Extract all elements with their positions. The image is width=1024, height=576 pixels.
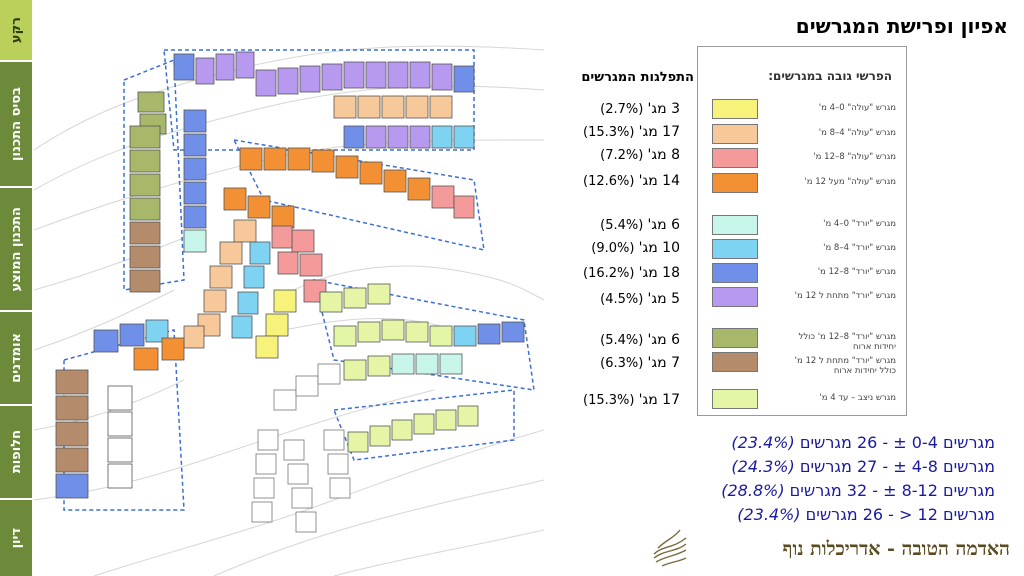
summary-pct: (23.4%) [737, 505, 801, 524]
legend-item: מגרש "יורד" 4–8 מ' [698, 239, 908, 261]
legend-label: מגרש "יורד" 8–12 מ' כולל יחידות ארוח [798, 332, 896, 352]
distribution-count: 8 מג' [647, 147, 681, 163]
tab-alternatives[interactable]: חלופות [0, 406, 32, 500]
legend-swatch [712, 173, 758, 193]
distribution-row: 17 מג' (15.3%) [548, 392, 680, 408]
tab-discussion[interactable]: דיון [0, 500, 32, 576]
summary-pct: (24.3%) [731, 457, 795, 476]
legend-swatch [712, 287, 758, 307]
distribution-row: 7 מג' (6.3%) [548, 355, 680, 371]
brand-logo-icon [653, 529, 687, 567]
legend-swatch [712, 215, 758, 235]
distribution-pct: (6.3%) [600, 356, 644, 371]
distribution-pct: (5.4%) [600, 218, 644, 233]
legend-swatch [712, 328, 758, 348]
distribution-row: 10 מג' (9.0%) [548, 240, 680, 256]
legend-item: מגרש "יורד" מתחת ל 12 מ' [698, 287, 908, 309]
distribution-count: 10 מג' [638, 240, 680, 256]
distribution-pct: (5.4%) [600, 333, 644, 348]
summary-text: מגרשים 8-12 ± - 32 מגרשים [789, 481, 995, 500]
legend-swatch [712, 124, 758, 144]
tab-planning-basis[interactable]: בסיס התכנון [0, 62, 32, 188]
legend-label: מגרש "עולה" 4–8 מ' [818, 128, 896, 138]
distribution-count: 3 מג' [647, 101, 681, 117]
legend-label: מגרש "יורד" 8–12 מ' [817, 267, 896, 277]
legend-item: מגרש "עולה" מעל 12 מ' [698, 173, 908, 195]
legend-label: מגרש "יורד" מתחת ל 12 מ' [794, 291, 896, 301]
summary-line: מגרשים 8-12 ± - 32 מגרשים (28.8%) [650, 481, 995, 500]
site-plan-map [34, 30, 544, 576]
legend-title: הפרשי גובה במגרשים: [768, 69, 892, 83]
legend-swatch [712, 148, 758, 168]
distribution-row: 6 מג' (5.4%) [548, 332, 680, 348]
legend-label: מגרש ניצב – עד 4 מ' [819, 393, 896, 403]
tab-label: התכנון המוצע [8, 206, 24, 292]
brand-name: האדמה הטובה - אדריכלות נוף [782, 538, 1010, 560]
summary-line: מגרשים 12 < - 26 מגרשים (23.4%) [650, 505, 995, 524]
distribution-pct: (15.3%) [582, 125, 635, 140]
distribution-count: 7 מג' [647, 355, 681, 371]
legend-swatch [712, 389, 758, 409]
page-title: אפיון ופרישת המגרשים [795, 14, 1008, 38]
distribution-row: 3 מג' (2.7%) [548, 101, 680, 117]
distribution-pct: (15.3%) [582, 393, 635, 408]
tab-label: דיון [8, 527, 24, 549]
distribution-count: 14 מג' [638, 173, 680, 189]
legend-item: מגרש "עולה" 0–4 מ' [698, 99, 908, 121]
summary-text: מגרשים 0-4 ± - 26 מגרשים [799, 433, 995, 452]
legend-label: מגרש "עולה" 8–12 מ' [813, 152, 896, 162]
legend-item: מגרש "עולה" 8–12 מ' [698, 148, 908, 170]
summary-line: מגרשים 0-4 ± - 26 מגרשים (23.4%) [650, 433, 995, 452]
summary-pct: (23.4%) [731, 433, 795, 452]
distribution-row: 8 מג' (7.2%) [548, 147, 680, 163]
summary-line: מגרשים 4-8 ± - 27 מגרשים (24.3%) [650, 457, 995, 476]
summary-text: מגרשים 4-8 ± - 27 מגרשים [799, 457, 995, 476]
tab-proposed-plan[interactable]: התכנון המוצע [0, 188, 32, 312]
distribution-row: 5 מג' (4.5%) [548, 291, 680, 307]
distribution-count: 6 מג' [647, 332, 681, 348]
summary-text: מגרשים 12 < - 26 מגרשים [805, 505, 995, 524]
distribution-pct: (16.2%) [582, 266, 635, 281]
distribution-row: 17 מג' (15.3%) [548, 124, 680, 140]
summary-pct: (28.8%) [721, 481, 785, 500]
legend-item: מגרש "עולה" 4–8 מ' [698, 124, 908, 146]
distribution-row: 18 מג' (16.2%) [548, 265, 680, 281]
legend-swatch [712, 352, 758, 372]
legend-item: מגרש "יורד" 8–12 מ' כולל יחידות ארוח [698, 328, 908, 352]
legend-item: מגרש "יורד" מתחת ל 12 מ' כולל יחידות ארו… [698, 352, 908, 376]
legend-item: מגרש "יורד" 0–4 מ' [698, 215, 908, 237]
distribution-count: 18 מג' [638, 265, 680, 281]
distribution-count: 6 מג' [647, 217, 681, 233]
distribution-pct: (9.0%) [591, 241, 635, 256]
distribution-count: 17 מג' [638, 124, 680, 140]
tab-label: רקע [8, 16, 24, 44]
distribution-pct: (7.2%) [600, 148, 644, 163]
distribution-count: 17 מג' [638, 392, 680, 408]
tab-background[interactable]: רקע [0, 0, 32, 62]
distribution-row: 14 מג' (12.6%) [548, 173, 680, 189]
legend-swatch [712, 99, 758, 119]
legend-item: מגרש ניצב – עד 4 מ' [698, 389, 908, 411]
legend-label: מגרש "יורד" 4–8 מ' [823, 243, 896, 253]
legend-item: מגרש "יורד" 8–12 מ' [698, 263, 908, 285]
distribution-row: 6 מג' (5.4%) [548, 217, 680, 233]
legend-box: הפרשי גובה במגרשים: מגרש "עולה" 0–4 מ' מ… [697, 46, 907, 416]
tab-label: בסיס התכנון [8, 87, 24, 161]
distribution-pct: (12.6%) [582, 174, 635, 189]
legend-swatch [712, 239, 758, 259]
legend-label: מגרש "יורד" מתחת ל 12 מ' כולל יחידות ארו… [794, 356, 896, 376]
legend-label: מגרש "עולה" 0–4 מ' [818, 103, 896, 113]
legend-swatch [712, 263, 758, 283]
tab-label: חלופות [8, 430, 24, 474]
distribution-count: 5 מג' [647, 291, 681, 307]
tab-estimates[interactable]: אומדנים [0, 312, 32, 406]
legend-label: מגרש "יורד" 0–4 מ' [823, 219, 896, 229]
sidebar-nav: רקע בסיס התכנון התכנון המוצע אומדנים חלו… [0, 0, 32, 576]
distribution-title: התפלגות המגרשים [581, 70, 694, 85]
tab-label: אומדנים [8, 333, 24, 383]
legend-label: מגרש "עולה" מעל 12 מ' [804, 177, 896, 187]
distribution-pct: (4.5%) [600, 292, 644, 307]
distribution-pct: (2.7%) [600, 102, 644, 117]
